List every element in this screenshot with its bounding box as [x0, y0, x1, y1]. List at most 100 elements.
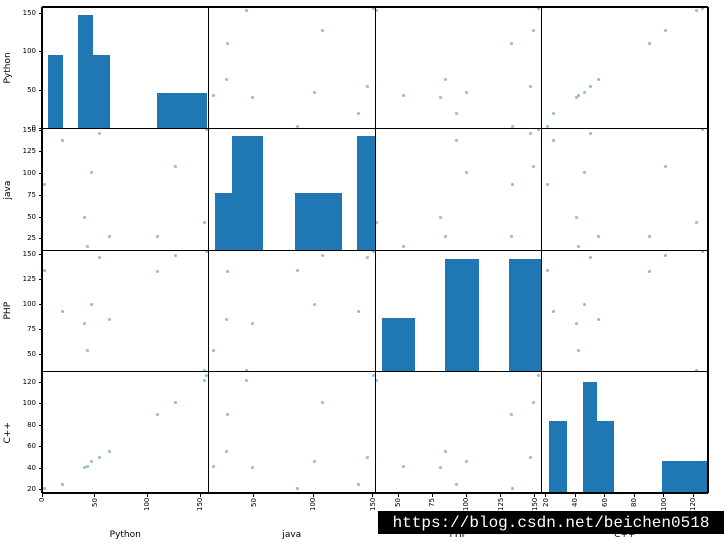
- cell-java-vs-PHP: [375, 128, 542, 251]
- scatter-dot: [321, 401, 325, 405]
- scatter-dot: [511, 487, 515, 491]
- scatter-dot: [98, 132, 102, 136]
- x-tick-mark: [41, 493, 43, 497]
- scatter-dot: [366, 456, 370, 460]
- y-tick-label: 60: [27, 442, 36, 451]
- scatter-dot: [464, 460, 468, 464]
- scatter-dot: [296, 125, 300, 129]
- x-tick-label-text: 50: [90, 498, 99, 507]
- x-tick-label: 50: [393, 498, 403, 520]
- y-tick-mark: [38, 304, 42, 306]
- scatter-dot: [156, 270, 160, 274]
- y-tick-mark: [38, 194, 42, 196]
- x-tick-label-text: 40: [571, 498, 580, 507]
- hist-bar: [48, 55, 63, 129]
- y-tick-label: 100: [22, 47, 36, 56]
- x-tick-mark: [574, 493, 576, 497]
- cell-C++-vs-java: [209, 372, 375, 494]
- y-tick-mark: [38, 151, 42, 153]
- scatter-dot: [402, 464, 406, 468]
- scatter-dot: [694, 8, 698, 12]
- y-axis-label-PHP: PHP: [3, 301, 13, 320]
- scatter-dot: [375, 220, 378, 224]
- hist-bar: [548, 420, 567, 493]
- x-tick-mark: [663, 493, 665, 497]
- scatter-dot: [509, 234, 513, 238]
- scatter-dot: [464, 171, 468, 175]
- scatter-dot: [375, 378, 378, 382]
- cell-java-vs-java: [209, 129, 376, 251]
- scatter-dot: [575, 96, 579, 100]
- hist-bar: [508, 258, 542, 372]
- x-tick-mark: [372, 493, 374, 497]
- hist-bar: [77, 14, 94, 129]
- scatter-dot: [226, 270, 230, 274]
- y-tick-mark: [38, 238, 42, 240]
- y-tick-label: 50: [27, 212, 36, 221]
- y-tick-label: 40: [27, 463, 36, 472]
- scatter-dot: [647, 42, 651, 46]
- scatter-dot: [464, 90, 468, 94]
- x-tick-label-text: 80: [630, 498, 639, 507]
- y-tick-mark: [38, 354, 42, 356]
- x-tick-mark: [465, 493, 467, 497]
- scatter-dot: [82, 322, 86, 326]
- scatter-dot: [537, 374, 541, 378]
- y-tick-label: 100: [22, 300, 36, 309]
- scatter-dot: [537, 7, 541, 11]
- y-tick-label: 75: [27, 325, 36, 334]
- scatter-dot: [312, 460, 316, 464]
- scatter-dot: [588, 84, 592, 88]
- scatter-dot: [60, 310, 64, 314]
- scatter-dot: [372, 250, 375, 254]
- scatter-dot: [582, 90, 586, 94]
- scatter-dot: [107, 318, 111, 322]
- scatter-dot: [575, 322, 579, 326]
- scatter-dot: [82, 216, 86, 220]
- scatter-dot: [296, 487, 300, 491]
- scatter-dot: [545, 183, 549, 187]
- scatter-dot: [529, 456, 533, 460]
- x-tick-label-text: 20: [541, 498, 550, 507]
- y-tick-label: 50: [27, 350, 36, 359]
- y-tick-label: 120: [22, 377, 36, 386]
- scatter-dot: [647, 270, 651, 274]
- y-tick-label: 150: [22, 250, 36, 259]
- scatter-dot: [366, 256, 370, 260]
- scatter-dot: [356, 310, 360, 314]
- y-tick-label: 100: [22, 399, 36, 408]
- x-tick-label: 0: [37, 498, 47, 520]
- scatter-dot: [251, 465, 254, 469]
- cell-PHP-vs-C++: [542, 250, 709, 372]
- cell-C++-vs-PHP: [375, 372, 542, 494]
- scatter-dot: [202, 369, 206, 372]
- hist-bar: [294, 192, 342, 250]
- grid-line-vertical: [541, 7, 542, 493]
- hist-bar: [215, 192, 232, 250]
- scatter-dot: [224, 77, 228, 81]
- x-tick-label-text: 75: [428, 498, 437, 507]
- scatter-dot: [174, 165, 178, 169]
- y-tick-mark: [38, 279, 42, 281]
- scatter-dot: [245, 8, 249, 12]
- scatter-dot: [444, 77, 448, 81]
- scatter-dot: [575, 216, 579, 220]
- y-tick-label: 75: [27, 190, 36, 199]
- x-tick-label: 150: [368, 498, 378, 520]
- cell-Python-vs-PHP: [375, 7, 542, 129]
- scatter-dot: [439, 96, 442, 100]
- scatter-dot: [402, 245, 406, 249]
- scatter-dot: [211, 349, 215, 353]
- y-tick-mark: [38, 254, 42, 256]
- x-axis-label-PHP: PHP: [449, 530, 468, 540]
- scatter-dot: [245, 369, 249, 372]
- scatter-dot: [42, 269, 46, 273]
- y-tick-label: 150: [22, 125, 36, 134]
- y-tick-label: 100: [22, 169, 36, 178]
- x-tick-label-text: 100: [309, 498, 318, 512]
- x-tick-label: 125: [496, 498, 506, 520]
- x-tick-label-text: 125: [496, 498, 505, 512]
- hist-bar: [356, 136, 375, 250]
- scatter-dot: [211, 464, 215, 468]
- x-tick-mark: [534, 493, 536, 497]
